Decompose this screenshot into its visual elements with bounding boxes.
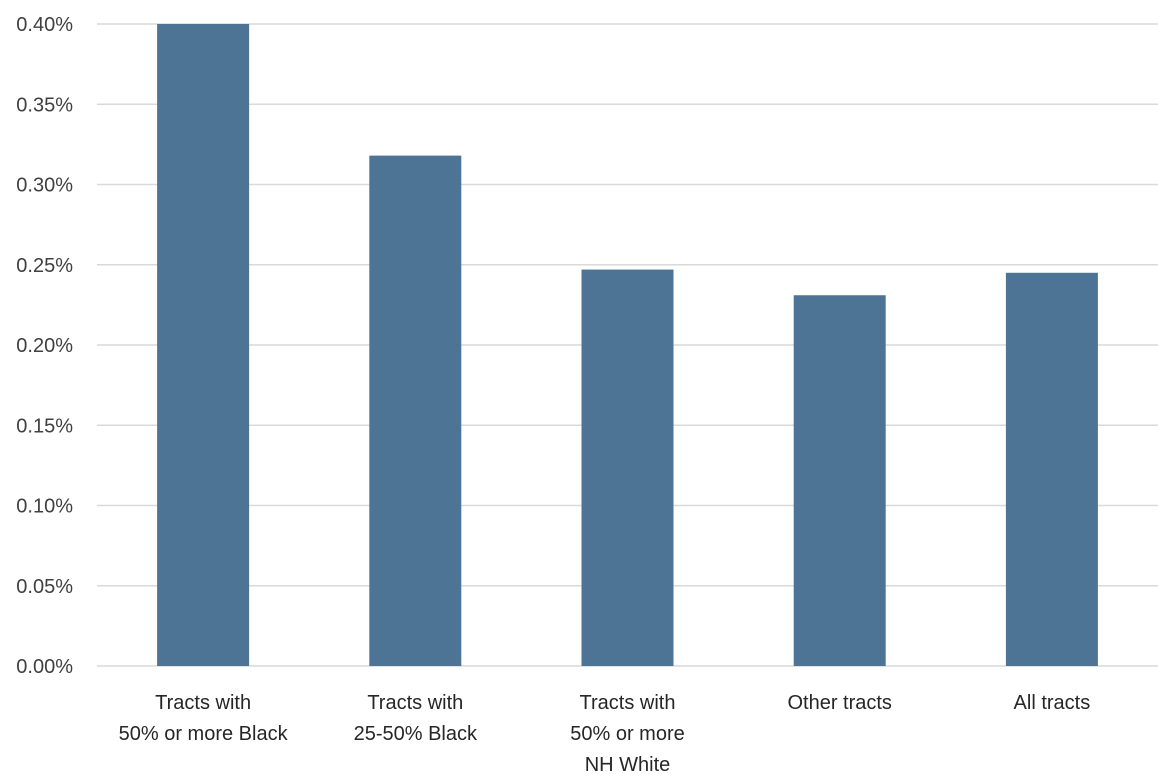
bar: [369, 155, 462, 667]
y-tick-label: 0.15%: [16, 415, 73, 437]
y-tick-label: 0.40%: [16, 14, 73, 36]
bar: [1005, 272, 1098, 666]
x-category-label: Tracts with 25-50% Black: [354, 692, 478, 745]
bar: [157, 24, 250, 666]
bars: [157, 24, 1098, 667]
y-tick-label: 0.30%: [16, 175, 73, 197]
x-category-label: Other tracts: [787, 692, 891, 714]
x-category-label: Tracts with 50% or more Black: [119, 692, 289, 745]
y-axis-tick-labels: 0.00% 0.05% 0.10% 0.15% 0.20% 0.25% 0.30% 0.35%…: [16, 14, 73, 678]
x-axis-category-labels: Tracts with 50% or more Black Tracts with 2…: [119, 692, 1091, 774]
y-tick-label: 0.10%: [16, 496, 73, 518]
y-tick-label: 0.25%: [16, 255, 73, 277]
y-tick-label: 0.00%: [16, 656, 73, 678]
y-tick-label: 0.05%: [16, 576, 73, 598]
x-category-label: All tracts: [1014, 692, 1091, 714]
y-tick-label: 0.20%: [16, 335, 73, 357]
bar: [581, 269, 674, 666]
bar: [793, 295, 886, 666]
x-category-label: Tracts with 50% or more NH White: [570, 692, 685, 774]
y-tick-label: 0.35%: [16, 94, 73, 116]
